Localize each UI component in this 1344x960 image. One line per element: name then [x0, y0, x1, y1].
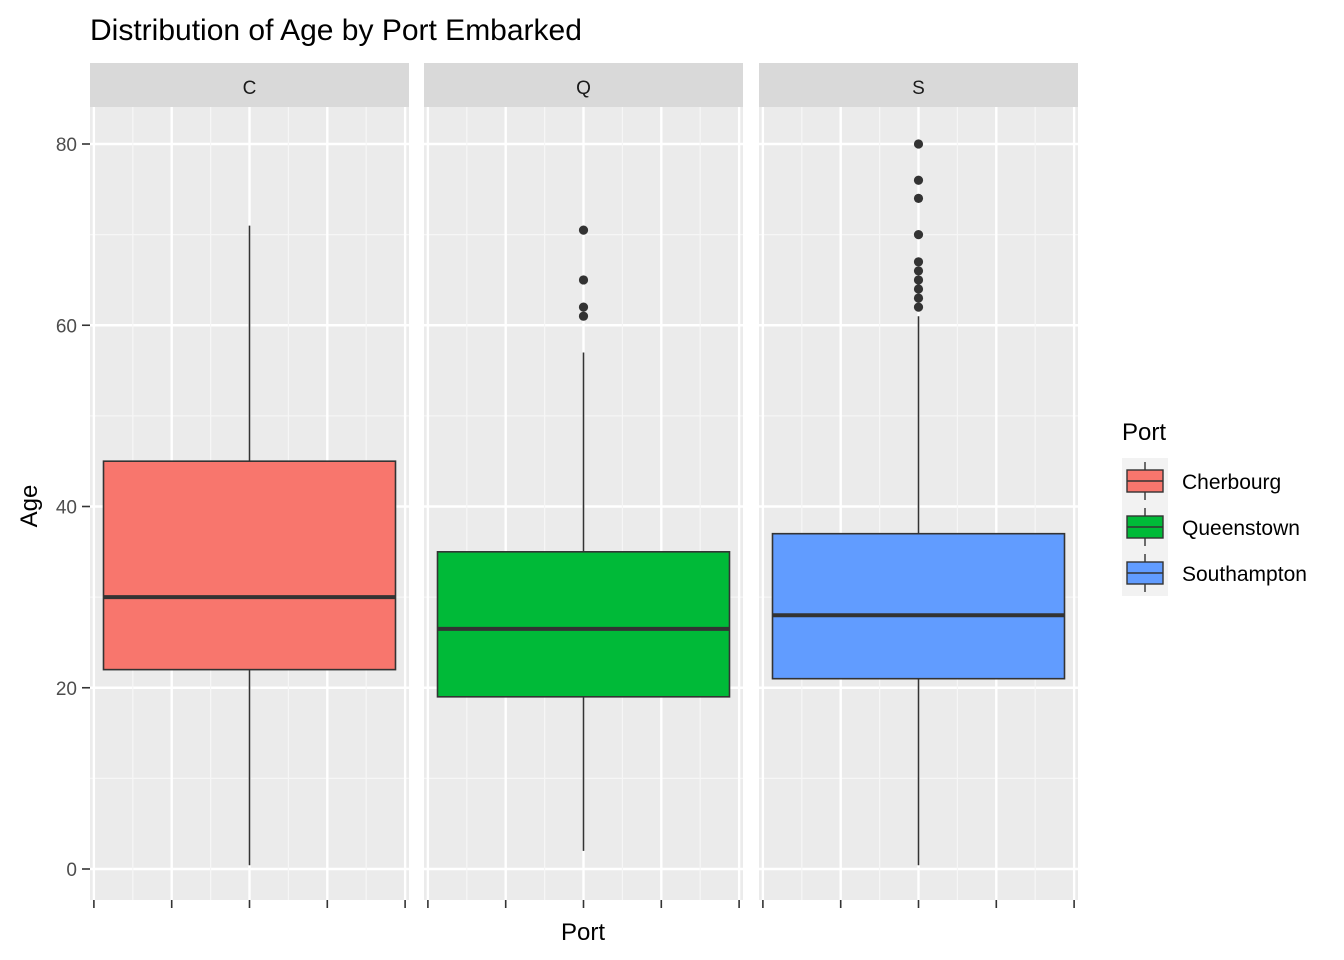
outlier-point — [913, 284, 924, 294]
legend-label: Southampton — [1182, 563, 1307, 586]
box-C — [102, 460, 397, 671]
legend-entry-cherbourg: Cherbourg — [1122, 458, 1281, 504]
outlier-point — [578, 311, 589, 321]
outlier-point — [913, 302, 924, 312]
facet-panel-Q: Q — [424, 63, 743, 908]
outlier-point — [913, 293, 924, 303]
facet-strip — [759, 63, 1078, 107]
legend-entry-queenstown: Queenstown — [1122, 504, 1300, 550]
box-Q — [436, 551, 731, 698]
outlier-point — [913, 257, 924, 267]
y-tick-label: 20 — [56, 679, 77, 700]
y-axis: 0 20 40 60 80 — [56, 135, 90, 881]
outlier-point — [578, 302, 589, 312]
facet-strip — [424, 63, 743, 107]
legend-label: Cherbourg — [1182, 471, 1281, 494]
legend-label: Queenstown — [1182, 517, 1300, 540]
box-S — [771, 532, 1066, 680]
legend-entry-southampton: Southampton — [1122, 550, 1307, 596]
facet-panel-S: S — [759, 63, 1078, 908]
outlier-point — [578, 275, 589, 285]
y-tick-label: 60 — [56, 316, 77, 337]
outlier-point — [913, 275, 924, 285]
y-tick-label: 80 — [56, 135, 77, 156]
outlier-point — [913, 266, 924, 276]
facet-strip-label: S — [912, 78, 925, 99]
legend: Port Cherbourg Queenstown Southampton — [1122, 419, 1307, 596]
x-axis-label: Port — [561, 919, 605, 946]
y-axis-label: Age — [16, 485, 43, 528]
y-tick-label: 40 — [56, 498, 77, 519]
outlier-point — [913, 193, 924, 203]
legend-title: Port — [1122, 419, 1166, 446]
facet-strip — [90, 63, 409, 107]
facet-strip-label: C — [243, 78, 257, 99]
outlier-point — [913, 230, 924, 240]
chart-title: Distribution of Age by Port Embarked — [90, 14, 582, 47]
facet-strip-label: Q — [576, 78, 591, 99]
facet-panel-C: C — [90, 63, 409, 908]
outlier-point — [578, 225, 589, 235]
y-tick-label: 0 — [66, 860, 77, 881]
outlier-point — [913, 139, 924, 149]
outlier-point — [913, 175, 924, 185]
